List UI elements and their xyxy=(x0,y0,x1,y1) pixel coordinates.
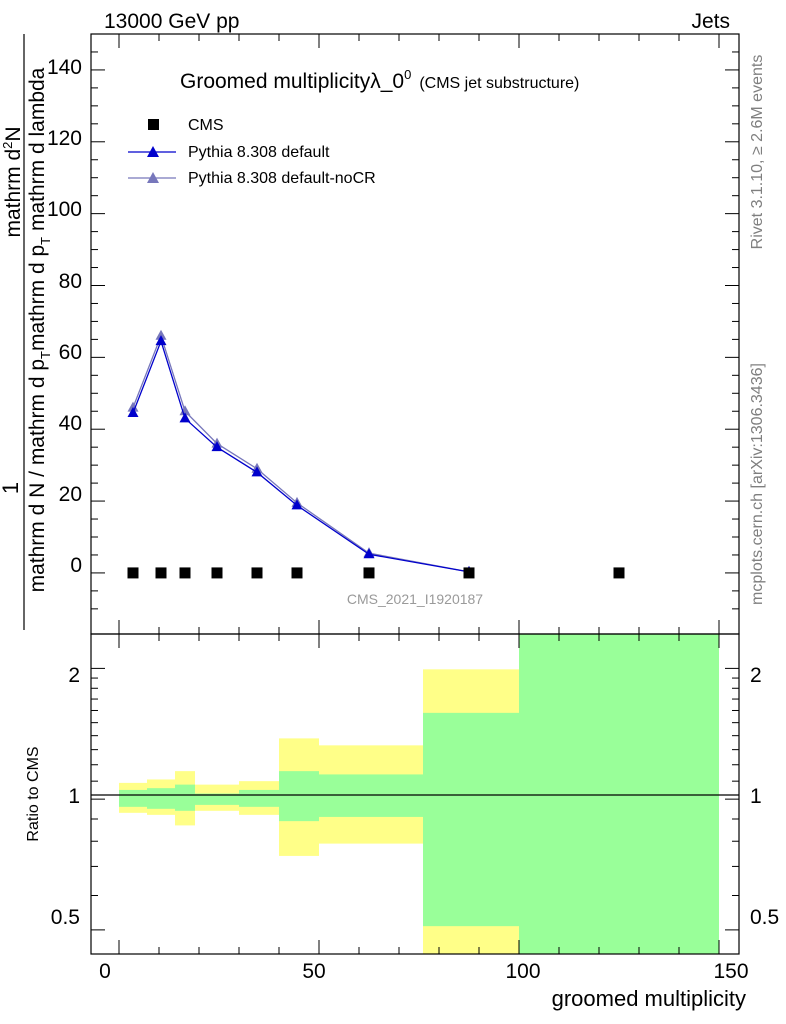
header-process: Jets xyxy=(691,10,730,33)
analysis-watermark: CMS_2021_I1920187 xyxy=(347,591,483,607)
y-tick-label: 100 xyxy=(47,198,82,221)
cms-point xyxy=(211,567,223,579)
ratio-tick-label: 0.5 xyxy=(51,906,80,929)
ratio-plot-frame xyxy=(90,633,740,955)
header-energy: 13000 GeV pp xyxy=(104,10,239,33)
plot-title: Groomed multiplicityλ_00(CMS jet substru… xyxy=(180,67,579,93)
y-tick-label: 80 xyxy=(59,270,82,293)
ratio-tick-labels-right: 0.5 1 2 xyxy=(750,664,779,929)
series-point xyxy=(155,329,167,340)
cms-point xyxy=(127,567,139,579)
ratio-band-green xyxy=(119,789,147,807)
legend: CMS Pythia 8.308 default Pythia 8.308 de… xyxy=(128,117,376,187)
x-tick-label: 0 xyxy=(99,960,111,983)
ratio-band-green xyxy=(279,771,319,822)
ratio-band-green xyxy=(423,712,519,927)
ratio-y-axis-label: Ratio to CMS xyxy=(25,746,42,841)
cms-point xyxy=(251,567,263,579)
series-point xyxy=(155,335,167,346)
series-point xyxy=(179,412,191,423)
ratio-tick-labels-left: 0.5 1 2 xyxy=(51,664,80,929)
ratio-tick-label: 2 xyxy=(68,664,80,687)
y-axis-label: 1 mathrm d2N mathrm d N / mathrm d pTmat… xyxy=(0,34,53,630)
axis-ticks xyxy=(91,33,739,954)
cms-point xyxy=(155,567,167,579)
series-point xyxy=(127,407,139,418)
legend-cms-marker xyxy=(148,119,159,130)
ratio-tick-label: 0.5 xyxy=(750,906,779,929)
series-point xyxy=(127,401,139,412)
ratio-tick-label: 1 xyxy=(750,785,762,808)
y-tick-label: 20 xyxy=(59,483,82,506)
cms-point xyxy=(179,567,191,579)
x-tick-label: 100 xyxy=(505,960,540,983)
y-tick-label: 140 xyxy=(47,56,82,79)
ratio-band-green xyxy=(195,793,239,805)
x-tick-label: 150 xyxy=(713,960,748,983)
series-line xyxy=(132,339,470,573)
y-label-denominator: mathrm d N / mathrm d pTmathrm d pT math… xyxy=(26,67,53,592)
y-tick-labels: 0 20 40 60 80 100 120 140 xyxy=(47,56,82,577)
legend-default-marker xyxy=(147,146,159,157)
ratio-tick-label: 2 xyxy=(750,664,762,687)
cms-point xyxy=(291,567,303,579)
series-point xyxy=(251,466,263,477)
ratio-band-green xyxy=(239,789,279,807)
series-point xyxy=(179,405,191,416)
ratio-bands xyxy=(119,634,719,954)
ratio-band-green xyxy=(519,634,719,954)
y-tick-label: 0 xyxy=(70,554,82,577)
x-axis-label: groomed multiplicity xyxy=(552,986,746,1011)
series-point xyxy=(211,441,223,452)
legend-default-label: Pythia 8.308 default xyxy=(188,144,330,161)
y-tick-label: 120 xyxy=(47,127,82,150)
y-tick-label: 40 xyxy=(59,412,82,435)
series-point xyxy=(363,548,375,559)
mc-series xyxy=(127,329,475,576)
cms-data-points xyxy=(127,567,625,579)
series-line xyxy=(132,333,470,573)
series-point xyxy=(291,499,303,510)
y-tick-label: 60 xyxy=(59,341,82,364)
legend-nocr-label: Pythia 8.308 default-noCR xyxy=(188,170,376,187)
ratio-band-green xyxy=(175,784,195,811)
mcplots-label: mcplots.cern.ch [arXiv:1306.3436] xyxy=(749,363,766,605)
ratio-band-green xyxy=(319,774,423,817)
x-tick-label: 50 xyxy=(302,960,325,983)
legend-nocr-marker xyxy=(147,172,159,183)
ratio-tick-label: 1 xyxy=(68,785,80,808)
legend-cms-label: CMS xyxy=(188,117,224,134)
y-label-numerator: 1 xyxy=(0,482,23,494)
cms-point xyxy=(613,567,625,579)
rivet-label: Rivet 3.1.10, ≥ 2.6M events xyxy=(749,55,766,250)
ratio-band-green xyxy=(147,788,175,809)
cms-point xyxy=(363,567,375,579)
cms-point xyxy=(463,567,475,579)
y-label-numerator-2: mathrm d2N xyxy=(0,126,25,237)
x-tick-labels: 0 50 100 150 xyxy=(99,960,748,983)
